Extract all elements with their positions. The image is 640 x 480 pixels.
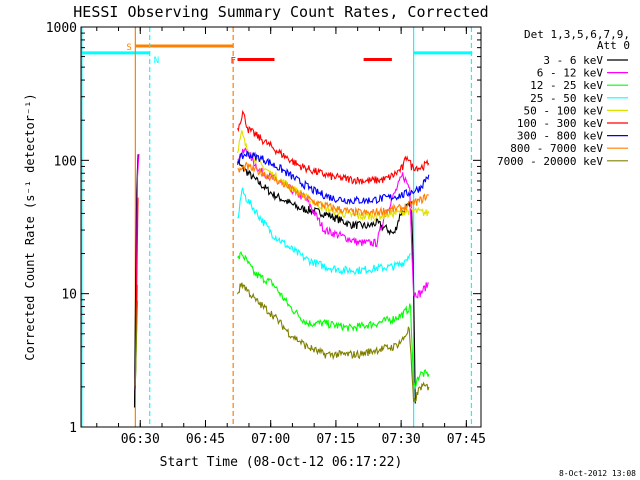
x-tick-label: 06:45	[186, 432, 225, 447]
legend-entry: 50 - 100 keV	[524, 104, 604, 117]
x-tick-label: 07:30	[382, 432, 421, 447]
legend-header: Det 1,3,5,6,7,9,	[524, 28, 630, 41]
legend-entry: 6 - 12 keV	[537, 67, 604, 80]
series-layer	[133, 109, 430, 408]
y-tick-label: 10	[61, 288, 77, 303]
series-line-2	[134, 251, 430, 390]
legend-header: Att 0	[597, 39, 630, 52]
series-line-3	[237, 187, 411, 276]
x-tick-label: 07:00	[251, 432, 290, 447]
y-axis-label: Corrected Count Rate (s⁻¹ detector⁻¹)	[23, 93, 37, 360]
y-tick-label: 1	[69, 421, 77, 436]
footer-timestamp: 8-Oct-2012 13:08	[559, 469, 636, 478]
legend-entry: 25 - 50 keV	[530, 92, 603, 105]
series-line-6	[237, 150, 430, 206]
flags-layer: SNF	[81, 43, 473, 67]
x-tick-label: 07:45	[447, 432, 486, 447]
series-line-5	[134, 109, 430, 389]
series-line-7	[237, 161, 429, 218]
legend-entry: 12 - 25 keV	[530, 79, 603, 92]
plot-frame	[80, 26, 482, 428]
flag-label-n: N	[154, 56, 159, 66]
x-axis-label: Start Time (08-Oct-12 06:17:22)	[160, 455, 403, 470]
series-line-0	[133, 154, 416, 408]
chart-title: HESSI Observing Summary Count Rates, Cor…	[73, 3, 488, 21]
x-tick-label: 07:15	[316, 432, 355, 447]
x-tick-label: 06:30	[121, 432, 160, 447]
y-tick-label: 100	[54, 154, 77, 169]
legend-entry: 3 - 6 keV	[543, 54, 603, 67]
y-tick-label: 1000	[46, 21, 77, 36]
axis-ticks: 06:30 06:45 07:00 07:15 07:30 07:45 1 10 100 1000	[46, 21, 486, 447]
legend-entry: 300 - 800 keV	[517, 130, 603, 143]
legend-entry: 100 - 300 keV	[517, 117, 603, 130]
series-line-8	[134, 282, 430, 403]
flag-label-s: S	[126, 43, 131, 53]
legend-entry: 800 - 7000 keV	[510, 142, 603, 155]
legend-entry: 7000 - 20000 keV	[497, 155, 603, 168]
